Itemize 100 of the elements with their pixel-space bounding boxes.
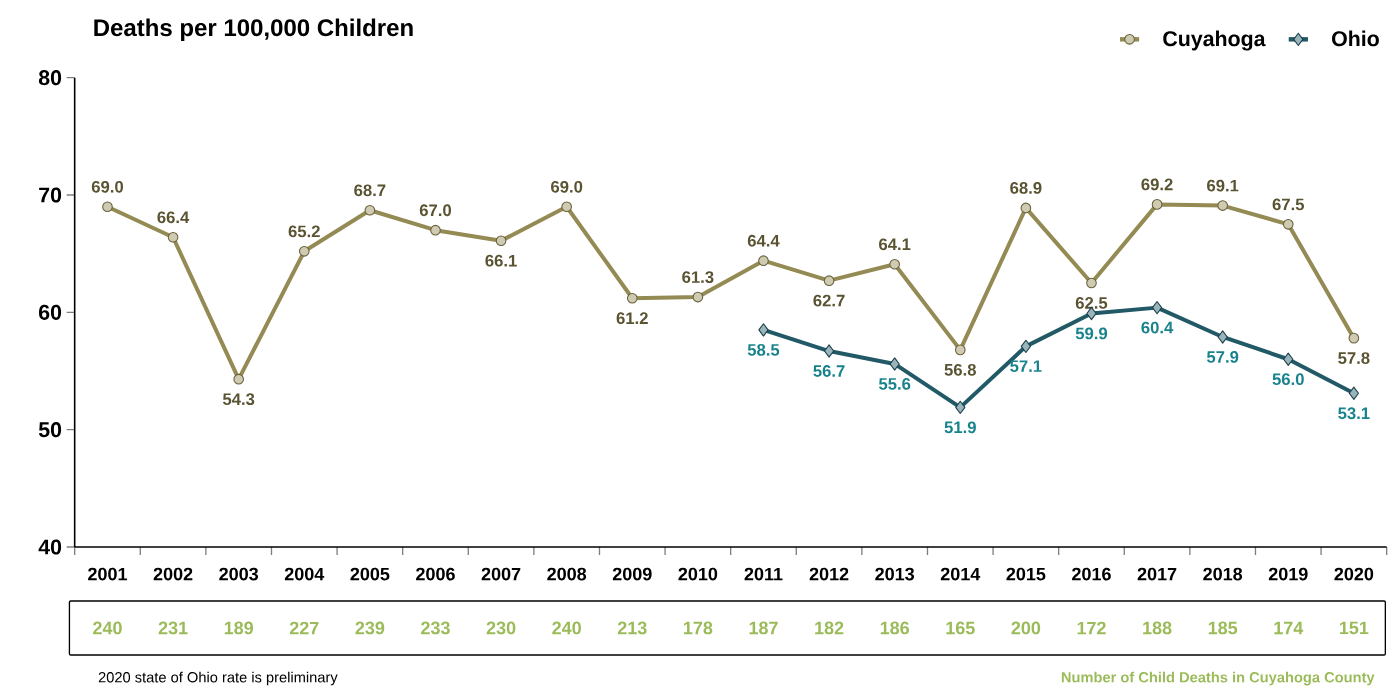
- data-label: 69.2: [1141, 178, 1173, 191]
- x-tick-label: 2019: [1268, 567, 1308, 581]
- point: [823, 275, 835, 286]
- point: [1086, 277, 1097, 289]
- point: [102, 201, 113, 213]
- point: [1217, 200, 1229, 211]
- text: 172: [1077, 621, 1106, 635]
- point: [495, 235, 507, 247]
- x-tick-label: 2010: [678, 567, 718, 581]
- point: [626, 292, 638, 304]
- text: 230: [486, 621, 516, 635]
- data-label: 69.0: [91, 180, 124, 193]
- point: [1283, 352, 1294, 366]
- data-label: 68.9: [1010, 182, 1042, 194]
- x-tick-label: 2002: [153, 567, 193, 581]
- data-label: 61.3: [682, 271, 714, 284]
- point: [1348, 332, 1360, 344]
- data-label: 61.2: [616, 312, 648, 325]
- x-tick-label: 2007: [481, 567, 521, 581]
- text: Number of Child Deaths in Cuyahoga County: [1061, 671, 1375, 686]
- x-tick-label: 2016: [1072, 567, 1111, 581]
- text: 151: [1339, 621, 1369, 635]
- x-tick-label: 2004: [284, 567, 325, 581]
- text: 2020 state of Ohio rate is preliminary: [98, 671, 338, 686]
- text: 188: [1143, 621, 1172, 635]
- data-label: 56.0: [1272, 373, 1304, 386]
- data-label: 53.1: [1338, 407, 1370, 420]
- point: [364, 204, 376, 216]
- text: 185: [1208, 621, 1238, 635]
- data-label: 67.5: [1272, 198, 1305, 211]
- y-tick-label: 50: [38, 422, 62, 438]
- x-tick-label: 2017: [1137, 567, 1177, 581]
- data-label: 57.1: [1010, 360, 1042, 373]
- x-tick-label: 2006: [416, 567, 455, 581]
- text: 200: [1011, 621, 1041, 635]
- data-label: 66.1: [485, 254, 517, 267]
- text: 239: [355, 621, 385, 635]
- x-tick-label: 2014: [940, 567, 981, 581]
- data-label: 51.9: [944, 421, 976, 434]
- data-label: 59.9: [1075, 327, 1108, 340]
- x-tick-label: 2011: [744, 567, 783, 581]
- x-tick-label: 2018: [1203, 567, 1243, 581]
- data-label: 58.5: [747, 343, 780, 356]
- y-tick-label: 70: [39, 187, 62, 203]
- text: 189: [224, 621, 254, 635]
- point: [1151, 300, 1163, 315]
- text: 213: [617, 621, 647, 635]
- data-label: 68.7: [354, 184, 386, 197]
- data-label: 60.4: [1141, 321, 1174, 334]
- x-tick-label: 2008: [547, 567, 587, 581]
- text: 174: [1274, 621, 1304, 635]
- data-label: 65.2: [288, 225, 320, 238]
- point: [561, 201, 573, 213]
- point: [758, 323, 769, 337]
- data-label: 54.3: [222, 393, 255, 406]
- point: [823, 344, 835, 358]
- data-label: 64.1: [879, 238, 911, 251]
- data-label: 56.8: [944, 363, 976, 376]
- data-label: 66.4: [157, 211, 190, 224]
- point: [692, 291, 704, 303]
- point: [233, 373, 245, 385]
- point: [954, 344, 966, 356]
- point: [298, 245, 310, 257]
- data-label: 62.5: [1075, 297, 1108, 309]
- point: [889, 258, 901, 270]
- point: [430, 224, 441, 236]
- data-label: 69.0: [551, 180, 583, 193]
- x-tick-label: 2013: [875, 567, 915, 581]
- data-label: 55.6: [878, 378, 911, 390]
- text: 182: [815, 621, 844, 635]
- text: 187: [749, 621, 778, 635]
- data-label: 67.0: [419, 204, 452, 217]
- text: 231: [158, 621, 188, 635]
- x-tick-label: 2020: [1334, 567, 1374, 581]
- data-label: 56.7: [813, 365, 845, 377]
- text: 227: [289, 621, 319, 635]
- point: [167, 231, 179, 243]
- point: [1282, 218, 1294, 230]
- x-tick-label: 2005: [350, 567, 390, 581]
- text: 240: [552, 621, 581, 635]
- point: [1217, 330, 1228, 344]
- point: [1348, 386, 1359, 400]
- data-label: 69.1: [1207, 179, 1239, 192]
- data-label: 57.9: [1206, 351, 1239, 363]
- point: [1020, 202, 1032, 214]
- text: 178: [683, 621, 713, 635]
- y-tick-label: 60: [39, 304, 62, 320]
- text: 240: [93, 621, 122, 635]
- data-label: 57.8: [1338, 352, 1370, 364]
- point: [1020, 339, 1032, 354]
- x-tick-label: 2001: [88, 567, 127, 581]
- point: [889, 357, 900, 371]
- chart-title: Deaths per 100,000 Children: [94, 18, 413, 41]
- y-tick-label: 80: [38, 70, 62, 86]
- x-tick-label: 2015: [1006, 567, 1046, 581]
- point: [955, 400, 966, 415]
- point: [758, 255, 769, 267]
- x-tick-label: 2012: [809, 567, 849, 581]
- legend-label: Ohio: [1332, 30, 1379, 47]
- legend-label: Cuyahoga: [1163, 30, 1266, 51]
